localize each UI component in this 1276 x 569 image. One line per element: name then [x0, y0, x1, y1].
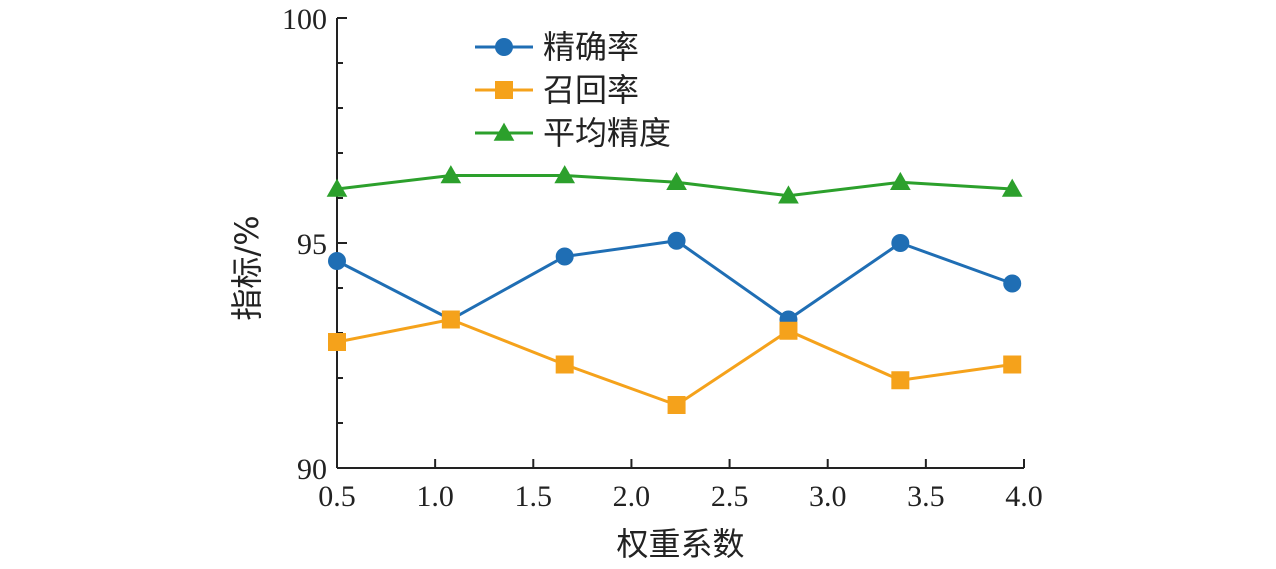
legend-item: 平均精度 — [475, 114, 671, 152]
series-layer — [326, 165, 1023, 414]
legend-label: 精确率 — [543, 28, 639, 66]
data-point — [555, 355, 574, 374]
data-point — [666, 171, 687, 191]
series-line — [336, 317, 1013, 407]
legend-marker — [495, 81, 513, 99]
data-point — [1003, 274, 1022, 293]
data-point — [891, 371, 910, 390]
data-point — [554, 165, 576, 184]
series-3 — [326, 165, 1023, 204]
data-point — [889, 171, 911, 191]
x-tick-label: 4.0 — [1005, 480, 1043, 513]
y-axis-label: 指标/% — [228, 215, 266, 320]
legend-item: 召回率 — [475, 71, 639, 109]
data-point — [555, 247, 574, 266]
x-tick-label: 0.5 — [318, 480, 356, 513]
x-tick-label: 1.5 — [515, 480, 553, 513]
x-tick-label: 2.0 — [613, 480, 651, 513]
y-tick-label: 90 — [297, 453, 327, 486]
data-point — [891, 234, 910, 252]
x-tick-label: 2.5 — [711, 480, 749, 513]
data-point — [328, 252, 346, 270]
data-point — [1003, 355, 1022, 374]
data-point — [326, 178, 348, 197]
data-point — [778, 185, 799, 204]
data-point — [1001, 178, 1023, 197]
legend-marker — [493, 122, 515, 141]
y-tick-label: 95 — [297, 228, 327, 261]
data-point — [328, 333, 346, 351]
data-point — [440, 165, 462, 184]
series-line — [336, 239, 1013, 322]
ticks: 0.5 1.0 1.5 2.0 2.5 3.0 3.5 4.0 90 95 100 — [282, 3, 1043, 513]
x-axis-label: 权重系数 — [616, 525, 744, 563]
x-tick-label: 3.5 — [907, 480, 945, 513]
legend-label: 平均精度 — [543, 114, 671, 152]
y-tick-label: 100 — [282, 3, 327, 36]
data-point — [441, 310, 460, 329]
legend-marker — [495, 38, 513, 56]
legend-item: 精确率 — [475, 28, 639, 66]
legend-label: 召回率 — [543, 71, 639, 109]
data-point — [667, 396, 686, 414]
series-1 — [328, 231, 1022, 329]
data-point — [667, 231, 686, 250]
series-2 — [328, 310, 1022, 414]
data-point — [779, 321, 798, 340]
x-tick-label: 3.0 — [809, 480, 847, 513]
x-tick-label: 1.0 — [416, 480, 454, 513]
